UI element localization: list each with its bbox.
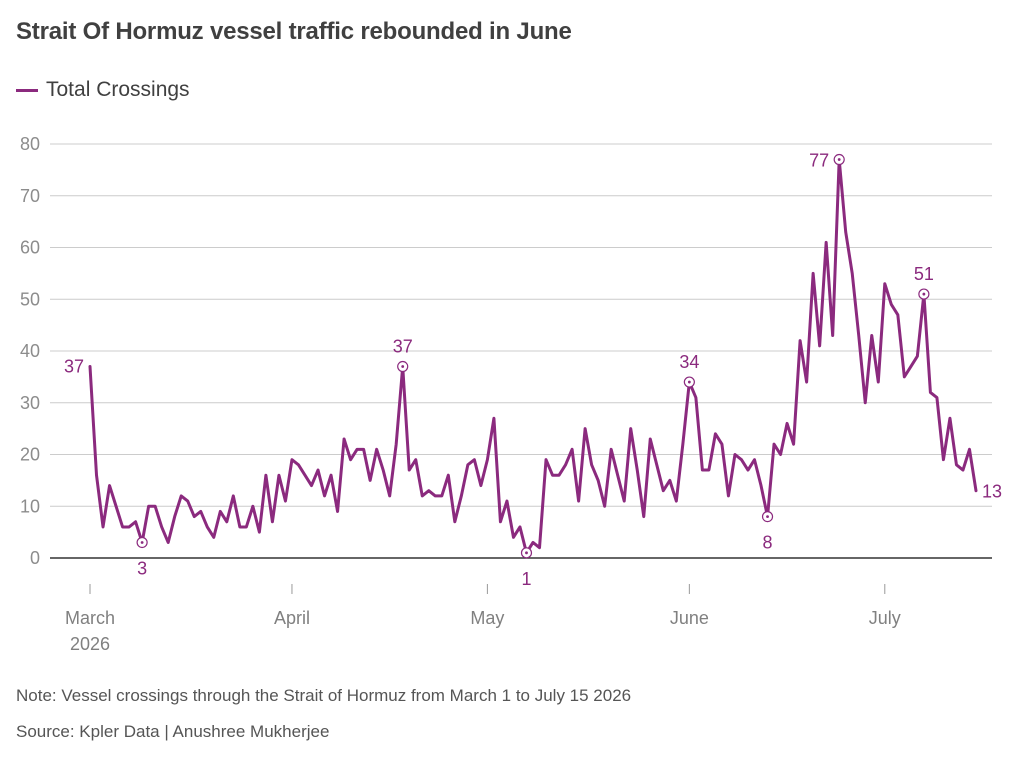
annotation-label: 3 bbox=[137, 558, 147, 578]
x-tick-label: 2026 bbox=[70, 634, 110, 654]
chart-note: Note: Vessel crossings through the Strai… bbox=[16, 686, 632, 705]
annotation-marker-dot bbox=[922, 292, 926, 296]
annotation-marker-dot bbox=[837, 158, 841, 161]
annotation-label: 37 bbox=[393, 337, 413, 357]
gridlines bbox=[50, 143, 992, 559]
line-chart: 0 10 20 30 40 50 60 70 80 March 2026 April May June J… bbox=[20, 134, 1002, 654]
y-tick-label: 0 bbox=[30, 548, 40, 568]
y-tick-label: 10 bbox=[20, 496, 40, 516]
annotation-label: 37 bbox=[64, 357, 84, 377]
x-tick-label: March bbox=[65, 608, 115, 628]
annotation-marker-dot bbox=[687, 380, 691, 384]
series-lines bbox=[88, 158, 978, 555]
y-tick-label: 60 bbox=[20, 238, 40, 258]
x-tick-label: July bbox=[869, 608, 901, 628]
annotation-label: 8 bbox=[763, 533, 773, 553]
legend-label: Total Crossings bbox=[46, 78, 190, 101]
y-tick-label: 20 bbox=[20, 445, 40, 465]
y-tick-label: 70 bbox=[20, 186, 40, 206]
x-tick-label: May bbox=[470, 608, 504, 628]
x-tick-label: June bbox=[670, 608, 709, 628]
annotation-label: 77 bbox=[809, 151, 829, 171]
y-tick-label: 80 bbox=[20, 134, 40, 154]
annotation-marker-dot bbox=[401, 365, 405, 368]
y-tick-label: 40 bbox=[20, 341, 40, 361]
annotation-label: 13 bbox=[982, 482, 1002, 502]
y-tick-label: 30 bbox=[20, 393, 40, 413]
chart-title: Strait Of Hormuz vessel traffic rebounde… bbox=[16, 18, 572, 45]
y-tick-label: 50 bbox=[20, 289, 40, 309]
annotation-label: 51 bbox=[914, 264, 934, 284]
annotation-marker-dot bbox=[766, 515, 769, 518]
annotation-marker-dot bbox=[525, 551, 528, 555]
legend-swatch bbox=[16, 88, 38, 92]
series-line-total-crossings bbox=[88, 158, 978, 555]
chart-source: Source: Kpler Data | Anushree Mukherjee bbox=[16, 722, 330, 741]
x-tick-label: April bbox=[274, 608, 310, 628]
annotation-marker-dot bbox=[140, 541, 144, 544]
y-axis-ticks: 0 10 20 30 40 50 60 70 80 bbox=[20, 134, 40, 568]
annotations: 37 3 37 1 34 8 77 51 13 bbox=[64, 151, 1002, 589]
legend: Total Crossings bbox=[16, 78, 190, 102]
annotation-label: 34 bbox=[679, 352, 699, 372]
x-axis-ticks: March 2026 April May June July bbox=[65, 584, 901, 654]
annotation-label: 1 bbox=[521, 569, 531, 589]
